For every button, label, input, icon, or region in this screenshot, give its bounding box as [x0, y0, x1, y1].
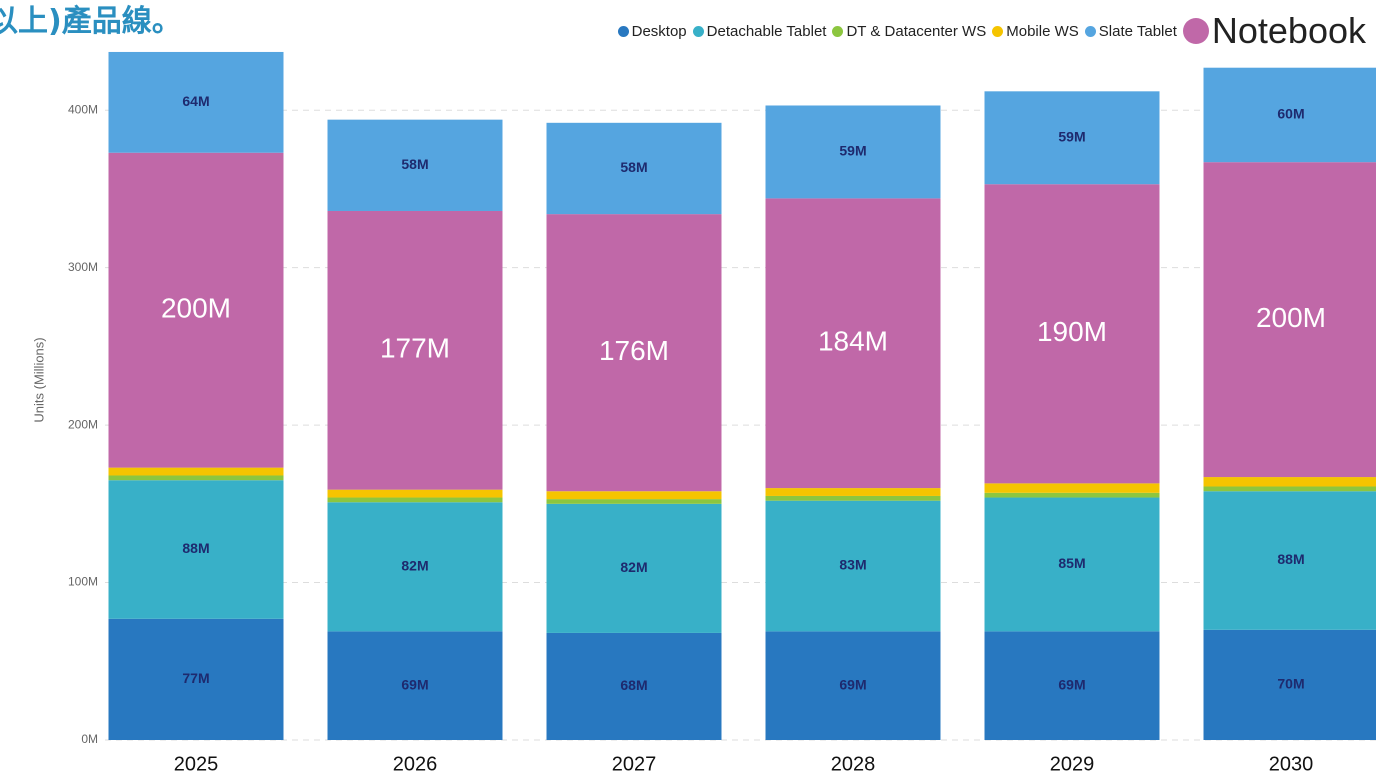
legend-item: Desktop — [617, 22, 687, 40]
data-label: 184M — [818, 326, 888, 357]
bar-segment — [765, 495, 941, 501]
legend-label: Slate Tablet — [1098, 22, 1177, 40]
bar-segment — [327, 210, 503, 490]
bar-segment — [327, 631, 503, 740]
x-tick-label: 2029 — [1050, 753, 1095, 775]
bar-segment — [327, 119, 503, 211]
legend-label: Notebook — [1211, 10, 1366, 51]
legend-label: Mobile WS — [1006, 22, 1079, 40]
bar-segment — [327, 497, 503, 503]
bar-segment — [984, 483, 1160, 493]
bar-segment — [765, 500, 941, 632]
bar-segment — [1203, 491, 1376, 630]
data-label: 82M — [620, 559, 647, 575]
y-tick-label: 400M — [68, 102, 98, 116]
data-label: 190M — [1037, 316, 1107, 347]
bar-segment — [108, 475, 284, 481]
data-label: 59M — [839, 143, 866, 159]
legend-label: Detachable Tablet — [706, 22, 827, 40]
y-tick-label: 0M — [81, 732, 98, 746]
legend-swatch — [1084, 25, 1096, 37]
bar-segment — [546, 491, 722, 500]
legend-swatch — [692, 25, 704, 37]
bar-segment — [546, 632, 722, 740]
data-label: 64M — [182, 93, 209, 109]
legend-item: DT & Datacenter WS — [832, 23, 986, 40]
legend-swatch — [617, 25, 629, 37]
data-label: 88M — [1277, 551, 1304, 567]
legend-swatch — [992, 25, 1004, 37]
bar-segment — [984, 91, 1160, 185]
bar-segment — [1203, 486, 1376, 492]
legend-swatch — [1182, 18, 1209, 44]
chart-title: 以上)產品線。 — [0, 4, 182, 39]
y-tick-label: 200M — [68, 417, 98, 431]
bar-segment — [984, 497, 1160, 632]
x-tick-label: 2028 — [831, 753, 876, 775]
bar-segment — [327, 489, 503, 498]
bar-segment — [1203, 477, 1376, 487]
data-label: 88M — [182, 540, 209, 556]
data-label: 69M — [839, 676, 866, 692]
data-label: 60M — [1277, 106, 1304, 122]
legend-item: Notebook — [1182, 10, 1366, 52]
bar-segment — [546, 503, 722, 633]
data-label: 83M — [839, 557, 866, 573]
legend-swatch — [832, 25, 844, 37]
bar-segment — [108, 152, 284, 468]
data-label: 58M — [401, 156, 428, 172]
data-label: 68M — [620, 677, 647, 693]
x-tick-label: 2025 — [174, 753, 219, 775]
data-label: 177M — [380, 333, 450, 364]
bar-segment — [546, 499, 722, 504]
bar-segment — [765, 198, 941, 489]
x-tick-label: 2030 — [1269, 753, 1314, 775]
legend-item: Mobile WS — [992, 23, 1079, 40]
bar-segment — [108, 51, 284, 153]
data-label: 69M — [401, 676, 428, 692]
legend-label: DT & Datacenter WS — [846, 22, 987, 40]
bar-segment — [108, 618, 284, 740]
bar-segment — [1203, 629, 1376, 740]
data-label: 200M — [161, 293, 231, 324]
bar-segment — [327, 502, 503, 632]
bar-segment — [984, 184, 1160, 484]
bar-segment — [984, 492, 1160, 498]
bar-segment — [546, 122, 722, 215]
legend-item: Detachable Tablet — [692, 22, 827, 40]
y-tick-label: 300M — [68, 260, 98, 274]
bar-segment — [1203, 67, 1376, 163]
bar-segment — [1203, 162, 1376, 478]
x-tick-label: 2027 — [612, 753, 657, 775]
bar-segment — [108, 467, 284, 476]
bar-segment — [765, 105, 941, 199]
data-label: 200M — [1256, 302, 1326, 333]
y-tick-label: 100M — [68, 575, 98, 589]
bar-segment — [546, 214, 722, 492]
bar-segment — [765, 488, 941, 496]
bar-segment — [984, 631, 1160, 740]
data-label: 58M — [620, 159, 647, 175]
data-label: 69M — [1058, 676, 1085, 692]
data-label: 85M — [1058, 555, 1085, 571]
data-label: 70M — [1277, 676, 1304, 692]
data-label: 82M — [401, 558, 428, 574]
bar-segment — [765, 631, 941, 740]
legend-item: Slate Tablet — [1084, 22, 1177, 40]
legend-label: Desktop — [631, 22, 687, 40]
legend: Desktop Detachable Tablet DT & Datacenter … — [617, 10, 1366, 52]
data-label: 176M — [599, 335, 669, 366]
data-label: 59M — [1058, 128, 1085, 144]
y-axis-label: Units (Millions) — [31, 337, 46, 422]
x-tick-label: 2026 — [393, 753, 438, 775]
bar-segment — [108, 480, 284, 619]
data-label: 77M — [182, 670, 209, 686]
